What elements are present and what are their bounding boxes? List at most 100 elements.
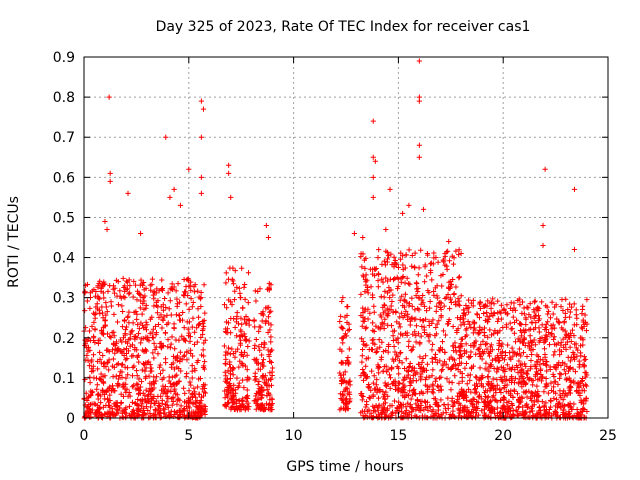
data-point [103, 304, 109, 310]
data-point [519, 394, 525, 400]
data-point [449, 380, 455, 386]
data-point [427, 403, 433, 410]
data-point [364, 342, 370, 348]
data-point [239, 265, 245, 271]
data-point [162, 406, 168, 412]
data-point [165, 290, 171, 296]
data-point [560, 327, 566, 333]
data-point [390, 309, 396, 315]
data-point [164, 312, 170, 318]
data-point [444, 376, 450, 382]
data-point [468, 398, 475, 404]
data-point [536, 392, 542, 399]
data-point [395, 264, 402, 271]
data-point [226, 297, 232, 303]
data-point [414, 397, 420, 403]
data-point [391, 398, 398, 404]
data-point [380, 401, 386, 407]
data-point [360, 338, 366, 345]
data-point [496, 342, 502, 348]
data-point [564, 339, 570, 345]
data-point [394, 286, 401, 292]
data-point [551, 379, 557, 385]
data-point [528, 405, 535, 411]
data-point [238, 349, 245, 355]
data-point [509, 364, 516, 370]
data-point [530, 346, 536, 353]
data-point [126, 412, 132, 418]
data-point [411, 316, 417, 322]
data-point [438, 273, 444, 279]
data-point [395, 380, 402, 386]
data-point [428, 267, 434, 274]
data-point [181, 385, 187, 391]
data-point [465, 386, 472, 392]
data-point [181, 276, 187, 283]
data-point [430, 367, 436, 373]
data-point [567, 309, 573, 315]
data-point [200, 326, 206, 332]
data-point [495, 318, 501, 324]
data-point [339, 391, 346, 398]
data-point [172, 356, 178, 362]
data-point [363, 272, 369, 278]
data-point [400, 314, 406, 321]
data-point [541, 346, 548, 352]
data-point [192, 281, 198, 288]
data-point [562, 310, 568, 317]
data-point [539, 299, 545, 305]
data-point [115, 381, 121, 387]
data-point [190, 315, 196, 321]
data-point [575, 380, 581, 386]
data-point [370, 380, 376, 386]
data-point [375, 395, 382, 401]
data-point [453, 349, 459, 355]
data-point [464, 332, 470, 338]
data-point [387, 294, 393, 301]
data-point [153, 302, 160, 308]
data-point [134, 297, 140, 303]
data-point [413, 323, 420, 329]
data-point [94, 366, 101, 372]
data-point [267, 327, 273, 333]
data-point [397, 324, 403, 330]
data-point [89, 323, 95, 330]
data-point [127, 290, 133, 296]
data-point [358, 291, 364, 298]
data-point [400, 381, 406, 387]
data-point [415, 305, 421, 312]
data-point [169, 361, 175, 368]
data-point [484, 346, 490, 352]
data-point [242, 333, 248, 340]
data-point [401, 377, 407, 383]
data-point [477, 365, 483, 371]
data-point [446, 379, 452, 385]
data-point [577, 350, 584, 356]
data-point [414, 286, 420, 292]
data-point [384, 406, 391, 412]
data-point [528, 357, 534, 364]
data-point [371, 328, 377, 335]
data-point [159, 277, 165, 283]
data-point [372, 158, 378, 164]
data-point [97, 278, 103, 284]
data-point [134, 381, 140, 387]
data-point [551, 334, 557, 340]
data-point [383, 383, 390, 389]
data-point [379, 405, 385, 411]
data-point [431, 292, 437, 298]
data-point [511, 300, 517, 306]
data-point [176, 317, 183, 323]
data-point [126, 320, 132, 326]
data-point [398, 349, 404, 356]
data-point [441, 303, 447, 309]
data-point [561, 367, 567, 373]
data-point [530, 382, 536, 388]
data-point [418, 301, 424, 307]
data-point [519, 299, 526, 305]
data-point [474, 398, 480, 405]
data-point [243, 337, 250, 343]
data-points [81, 58, 590, 421]
data-point [547, 397, 554, 403]
